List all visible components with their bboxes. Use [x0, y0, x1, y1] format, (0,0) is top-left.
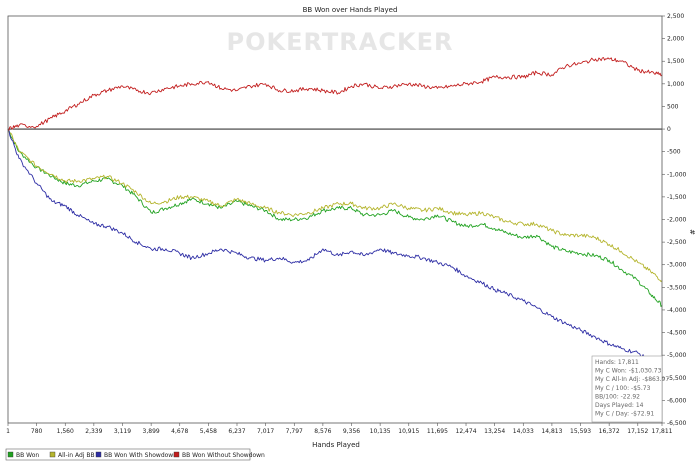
y-tick-label: -6,500	[667, 420, 687, 427]
x-tick-label: 3,119	[114, 428, 131, 435]
stats-line-bb100: BB/100: -22.92	[595, 393, 640, 400]
chart-title: BB Won over Hands Played	[303, 6, 398, 14]
y-axis-title: #	[688, 229, 696, 235]
stats-line-per100: My C / 100: -$5.73	[595, 385, 651, 392]
y-tick-label: 1,000	[667, 81, 684, 88]
x-tick-label: 15,593	[570, 428, 591, 435]
stats-line-won: My C Won: -$1,030.73	[595, 368, 662, 375]
x-tick-label: 1	[6, 428, 10, 435]
stats-box-frame	[591, 355, 663, 423]
stats-line-per-day: My C / Day: -$72.91	[595, 411, 654, 418]
series-line-1	[7, 128, 663, 307]
legend-label-1: BB Won	[16, 452, 39, 459]
watermark-logo: POKERTRACKER	[227, 28, 454, 56]
y-tick-label: -1,500	[667, 194, 687, 201]
y-tick-label: -2,500	[667, 239, 687, 246]
y-tick-label: -6,000	[667, 397, 687, 404]
x-axis-title: Hands Played	[312, 441, 360, 449]
x-tick-label: 6,237	[228, 428, 245, 435]
y-tick-label: -5,000	[667, 352, 687, 359]
x-tick-label: 1,560	[57, 428, 74, 435]
x-tick-label: 8,576	[314, 428, 331, 435]
y-tick-label: 500	[667, 103, 679, 110]
y-tick-label: 2,500	[667, 13, 684, 20]
legend: BB Won All-in Adj BB BB Won With Showdown B…	[5, 448, 265, 461]
y-tick-label: -3,000	[667, 262, 687, 269]
stats-line-hands: Hands: 17,811	[595, 359, 639, 366]
plot-area	[7, 57, 663, 369]
legend-label-2: All-in Adj BB	[58, 452, 95, 459]
x-tick-label: 7,797	[286, 428, 303, 435]
series-line-3	[7, 128, 663, 369]
y-tick-label: -5,500	[667, 375, 687, 382]
y-tick-label: -3,500	[667, 284, 687, 291]
legend-label-3: BB Won With Showdown	[104, 452, 177, 459]
legend-swatch-4	[173, 451, 180, 458]
y-tick-label: -4,500	[667, 330, 687, 337]
axes: 2,500 2,000 1,500 1,000 500 0 -500 -1,000 -1,500…	[6, 13, 686, 435]
y-tick-label: -2,000	[667, 217, 687, 224]
y-tick-label: -4,000	[667, 307, 687, 314]
y-tick-label: -1,000	[667, 171, 687, 178]
legend-swatch-1	[7, 451, 14, 458]
x-tick-label: 2,339	[85, 428, 102, 435]
legend-label-4: BB Won Without Showdown	[182, 452, 265, 459]
series-line-4	[7, 57, 663, 131]
y-tick-label: 1,500	[667, 58, 684, 65]
x-tick-label: 10,135	[370, 428, 391, 435]
x-tick-label: 12,474	[456, 428, 477, 435]
y-tick-label: -500	[667, 149, 681, 156]
x-tick-label: 10,915	[398, 428, 419, 435]
y-tick-label: 0	[667, 126, 671, 133]
x-tick-label: 14,813	[541, 428, 562, 435]
x-tick-label: 3,899	[143, 428, 160, 435]
x-tick-label: 780	[31, 428, 43, 435]
legend-swatch-2	[49, 451, 56, 458]
stats-line-allin-adj: My C All-In Adj: -$863.97	[595, 376, 669, 383]
x-tick-label: 17,811	[652, 428, 673, 435]
x-tick-label: 4,678	[171, 428, 188, 435]
x-tick-label: 14,033	[513, 428, 534, 435]
y-tick-label: 2,000	[667, 36, 684, 43]
series-line-2	[7, 128, 663, 283]
x-tick-label: 7,017	[257, 428, 274, 435]
x-tick-label: 11,695	[427, 428, 448, 435]
x-tick-label: 5,458	[200, 428, 217, 435]
x-tick-label: 13,254	[484, 428, 505, 435]
x-tick-label: 17,152	[627, 428, 648, 435]
x-tick-label: 9,356	[343, 428, 360, 435]
x-tick-label: 16,372	[599, 428, 620, 435]
legend-frame	[5, 448, 251, 461]
legend-swatch-3	[95, 451, 102, 458]
stats-line-days: Days Played: 14	[595, 402, 644, 409]
